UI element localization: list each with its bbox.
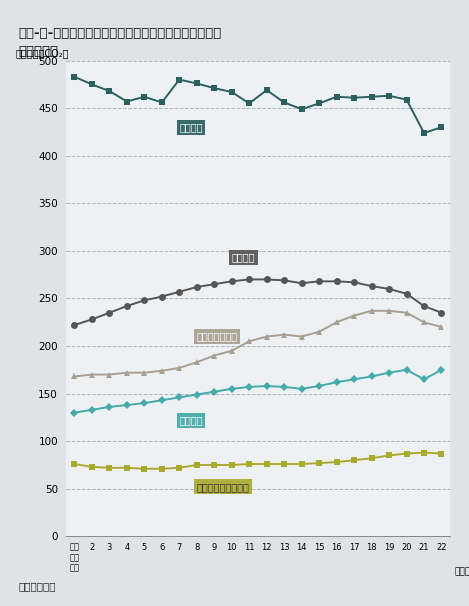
Text: 産業部門: 産業部門 bbox=[179, 122, 203, 132]
Text: エネルギー転換部門: エネルギー転換部門 bbox=[197, 482, 250, 492]
Text: 運輸部門: 運輸部門 bbox=[232, 253, 255, 262]
Text: 図１-１-４　部門別エネルギー起源二酸化炭素排出量の: 図１-１-４ 部門別エネルギー起源二酸化炭素排出量の bbox=[19, 27, 222, 40]
Text: 業務その他部門: 業務その他部門 bbox=[197, 331, 238, 342]
Text: 推移: 推移 bbox=[19, 45, 59, 58]
Text: 家庭部門: 家庭部門 bbox=[179, 415, 203, 425]
Text: 資料：環境省: 資料：環境省 bbox=[19, 581, 56, 591]
Text: （年度）: （年度） bbox=[454, 567, 469, 576]
Text: （百万トンCO₂）: （百万トンCO₂） bbox=[15, 48, 69, 58]
